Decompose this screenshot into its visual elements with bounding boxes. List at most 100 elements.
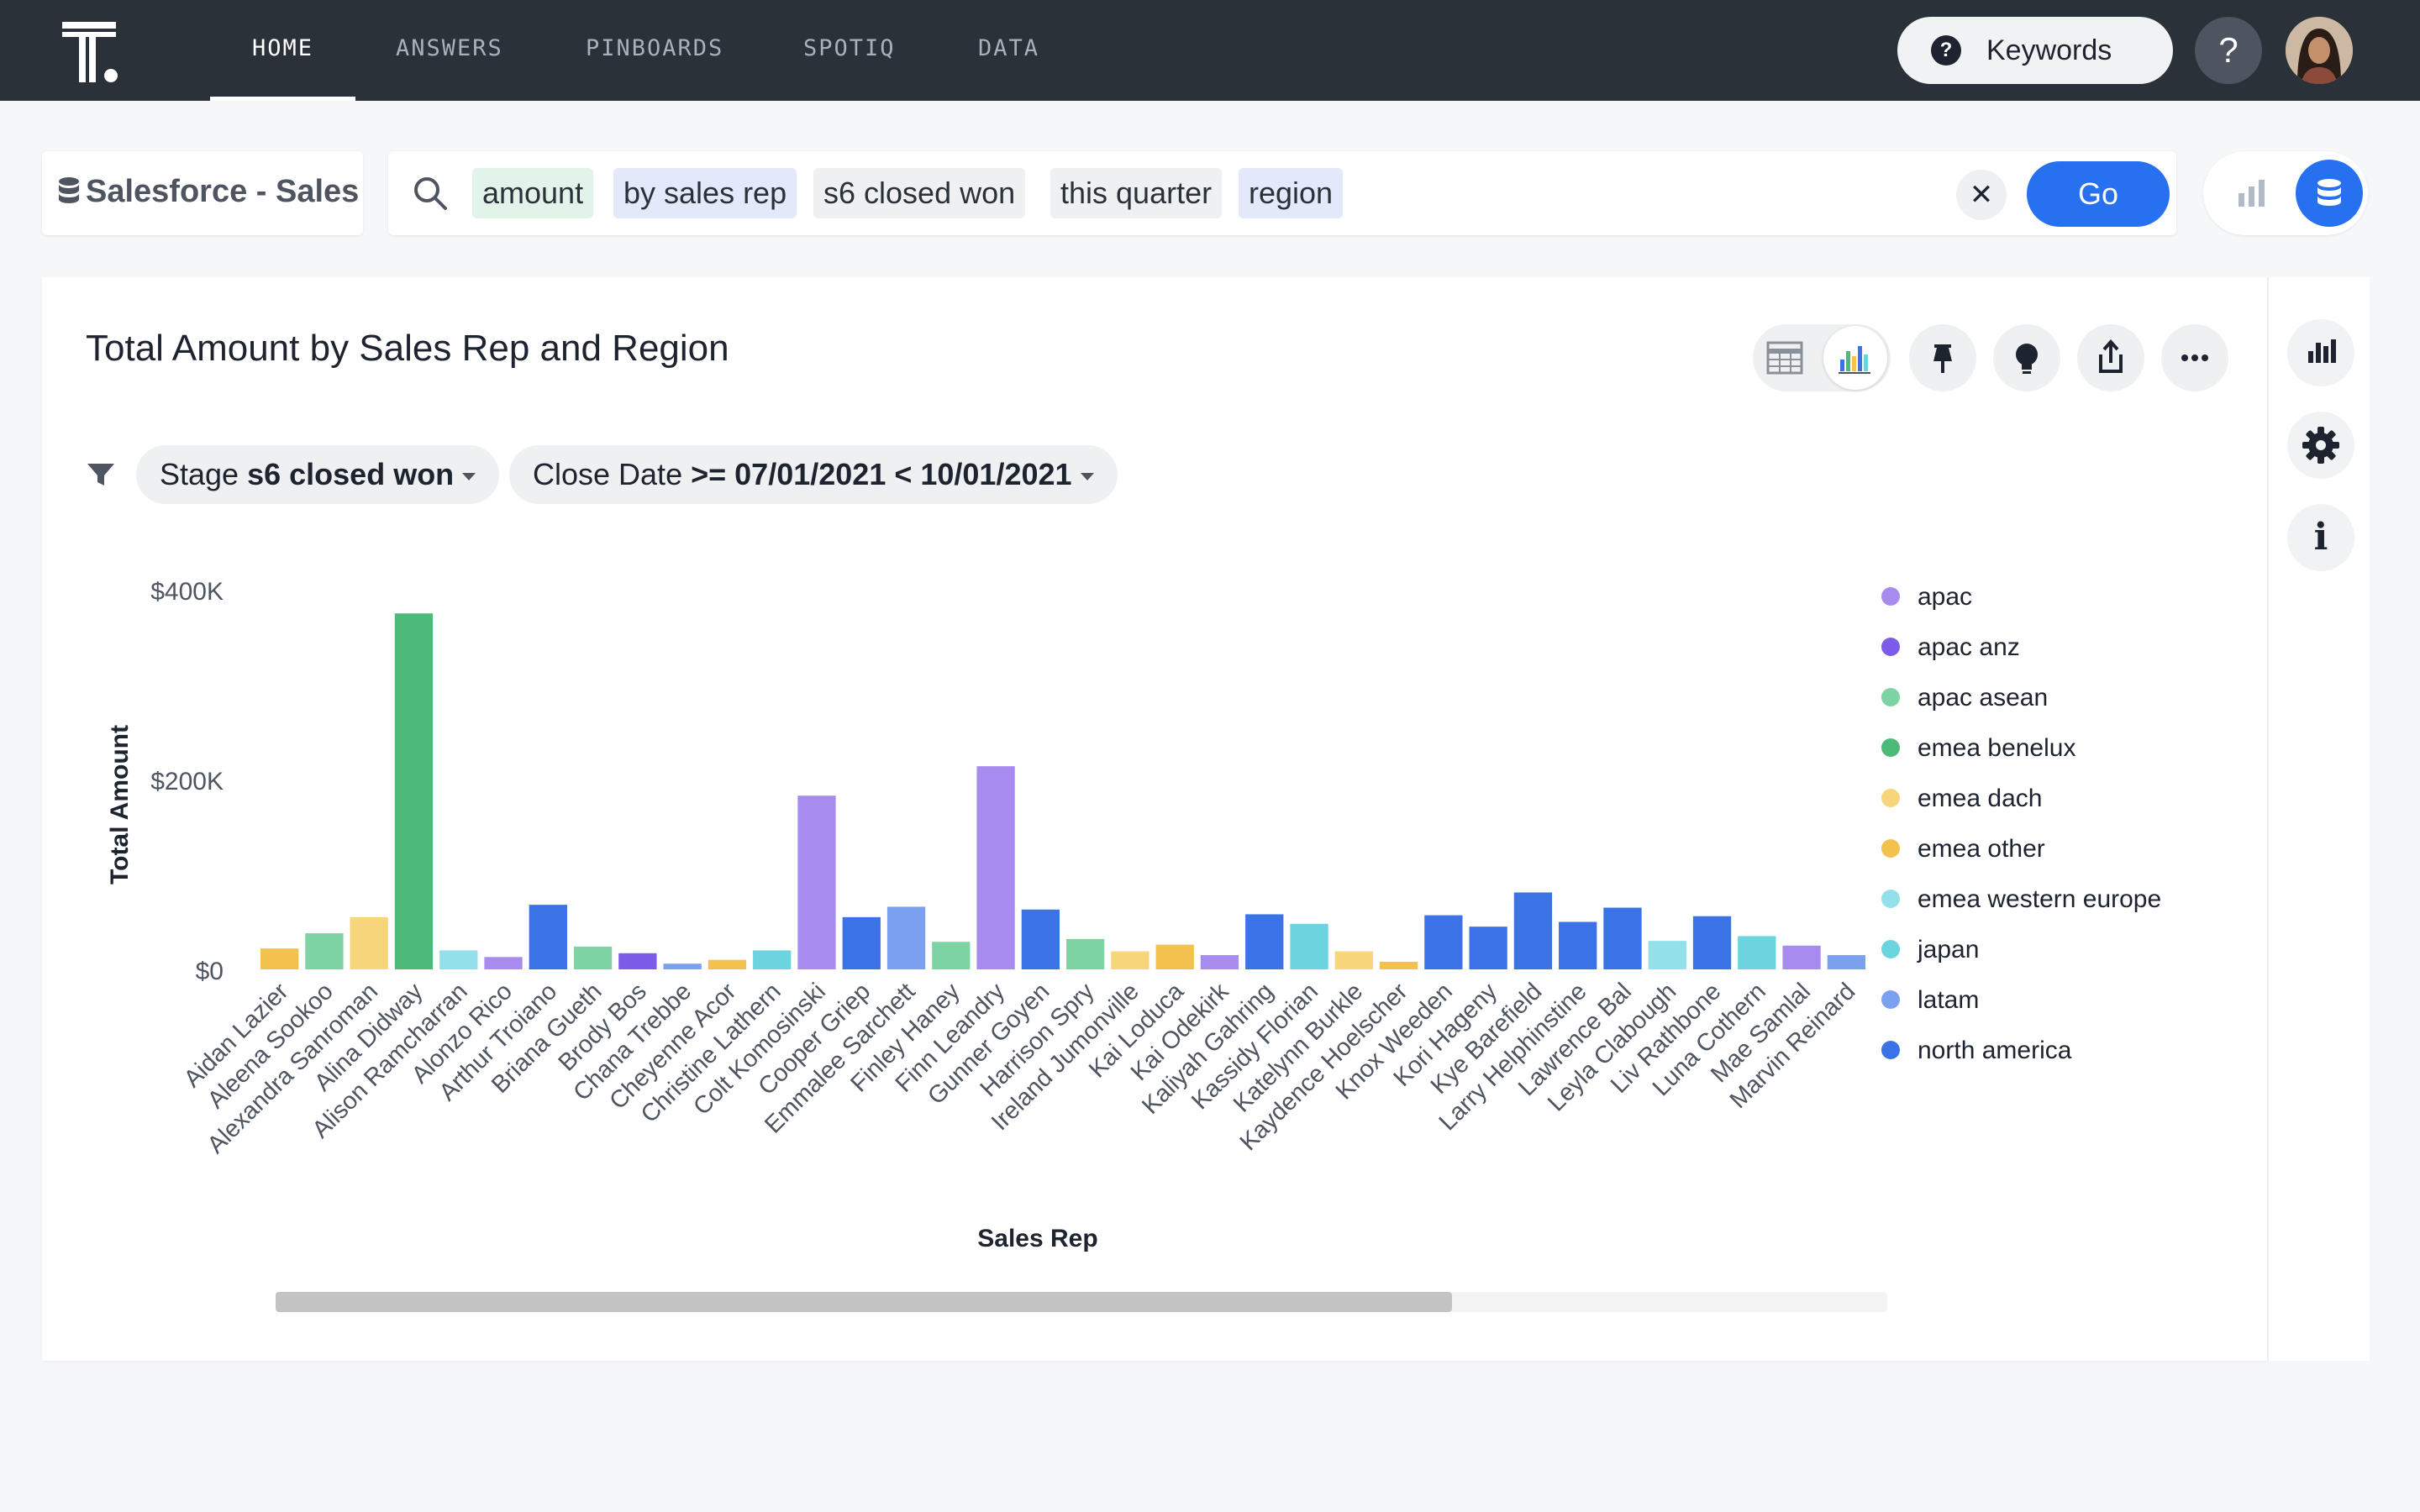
chart-bar	[260, 948, 299, 969]
chart-bar	[1559, 921, 1597, 969]
legend-label: emea benelux	[1918, 734, 2075, 762]
search-token-by-sales-rep[interactable]: by sales rep	[613, 168, 797, 218]
data-source-selector[interactable]: Salesforce - Sales	[42, 151, 363, 235]
y-tick-label: $200K	[150, 768, 224, 795]
legend-swatch	[1881, 587, 1900, 606]
legend-swatch	[1881, 789, 1900, 807]
legend-label: emea other	[1918, 835, 2045, 863]
legend-label: apac anz	[1918, 633, 2020, 661]
chart-bar	[1379, 961, 1418, 969]
data-view-button[interactable]	[2296, 160, 2363, 227]
legend-label: north america	[1918, 1037, 2072, 1064]
chart-bar	[618, 953, 657, 969]
avatar[interactable]	[2286, 17, 2353, 84]
lightbulb-icon	[2016, 344, 2038, 374]
legend-swatch	[1881, 1041, 1900, 1059]
search-icon	[414, 177, 447, 210]
chart-bar	[1155, 944, 1194, 969]
chart-view-icon[interactable]	[2227, 168, 2277, 218]
chart-bar	[529, 905, 567, 969]
search-token-this-quarter[interactable]: this quarter	[1050, 168, 1223, 218]
more-icon	[2181, 354, 2208, 361]
chart-bar	[1827, 955, 1866, 969]
info-icon: i	[2313, 516, 2328, 559]
chart-bar	[1782, 945, 1821, 969]
nav-tab-home[interactable]: HOME	[209, 0, 356, 101]
table-icon[interactable]	[1765, 338, 1805, 378]
filter-chip-close-date[interactable]: Close Date >= 07/01/2021 < 10/01/2021	[509, 445, 1118, 504]
chart-bar	[1334, 951, 1373, 969]
database-icon	[59, 177, 79, 203]
filter-close-date-value: >= 07/01/2021 < 10/01/2021	[691, 457, 1072, 491]
avatar-image	[2286, 17, 2353, 84]
chart-bar	[394, 613, 434, 969]
y-tick-label: $400K	[150, 578, 224, 606]
go-button[interactable]: Go	[2027, 161, 2170, 227]
chart-bar	[350, 916, 388, 969]
y-tick-label: $0	[196, 958, 224, 985]
chart-bar	[753, 950, 792, 969]
chart-scrollbar-thumb[interactable]	[276, 1292, 1453, 1312]
thoughtspot-logo[interactable]	[59, 18, 126, 86]
chart-bar	[886, 906, 926, 969]
chart-icon	[1839, 346, 1870, 374]
chart-bar	[1648, 941, 1686, 969]
search-token-s6-closed-won[interactable]: s6 closed won	[813, 168, 1026, 218]
chart-bar	[439, 950, 478, 969]
more-options-button[interactable]	[2161, 324, 2228, 391]
help-button[interactable]: ?	[2195, 17, 2262, 84]
chart-bar	[932, 942, 971, 969]
info-button[interactable]: i	[2287, 504, 2354, 571]
chart-bar	[708, 959, 747, 969]
pin-icon	[1933, 344, 1952, 373]
search-token-region[interactable]: region	[1239, 168, 1344, 218]
spotiq-analyze-button[interactable]	[1993, 324, 2060, 391]
legend-label: emea western europe	[1918, 885, 2161, 913]
chart-bar	[976, 766, 1015, 969]
chart-bar	[1111, 951, 1150, 969]
filter-icon[interactable]	[84, 457, 118, 491]
data-source-label: Salesforce - Sales	[86, 174, 360, 209]
answer-title: Total Amount by Sales Rep and Region	[86, 328, 729, 369]
chart-config-button[interactable]	[2287, 319, 2354, 386]
legend-label: apac asean	[1918, 684, 2048, 711]
view-toggle	[2203, 151, 2368, 235]
filter-stage-value: s6 closed won	[247, 457, 455, 491]
chart-bar	[305, 933, 344, 969]
legend-label: latam	[1918, 986, 1979, 1014]
question-circle-icon: ?	[1931, 35, 1961, 66]
chart-bar	[1424, 915, 1463, 969]
nav-tab-pinboards[interactable]: PINBOARDS	[586, 35, 724, 61]
chevron-down-icon	[462, 472, 476, 480]
nav-tab-data[interactable]: DATA	[978, 35, 1040, 61]
y-axis-label: Total Amount	[106, 725, 134, 885]
legend-label: apac	[1918, 583, 1972, 611]
chart-bar	[1200, 955, 1239, 969]
legend-swatch	[1881, 839, 1900, 858]
chart-bar	[1513, 892, 1553, 969]
search-token-amount[interactable]: amount	[472, 168, 594, 218]
chart-bar	[1065, 938, 1105, 969]
chart-bar	[797, 795, 836, 969]
share-button[interactable]	[2077, 324, 2144, 391]
legend-swatch	[1881, 890, 1900, 908]
chart-toggle-button[interactable]	[1823, 326, 1887, 390]
nav-tab-spotiq[interactable]: SPOTIQ	[803, 35, 896, 61]
filter-chip-stage[interactable]: Stage s6 closed won	[136, 445, 500, 504]
x-axis-label: Sales Rep	[977, 1225, 1097, 1252]
chart-bar	[1290, 923, 1328, 969]
nav-tab-answers[interactable]: ANSWERS	[396, 35, 503, 61]
legend-label: emea dach	[1918, 785, 2042, 812]
chart-bar	[1245, 914, 1284, 969]
clear-search-button[interactable]: ✕	[1956, 170, 2007, 220]
keywords-button[interactable]: ? Keywords	[1897, 17, 2173, 84]
chart-icon	[2308, 339, 2336, 363]
share-icon	[2099, 339, 2123, 373]
chart-bar	[573, 946, 613, 969]
settings-button[interactable]	[2287, 412, 2354, 479]
chart-bar	[1603, 907, 1642, 969]
legend-label: japan	[1917, 936, 1979, 963]
pin-button[interactable]	[1909, 324, 1976, 391]
chart-scrollbar[interactable]	[276, 1292, 1887, 1312]
search-bar[interactable]: amount by sales rep s6 closed won this q…	[388, 151, 2176, 235]
